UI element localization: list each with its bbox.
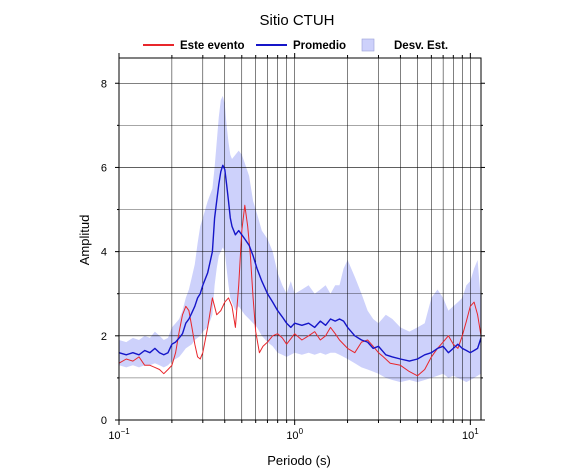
- x-axis-label: Periodo (s): [267, 453, 331, 468]
- legend-label: Promedio: [293, 40, 346, 52]
- x-tick-label: 101: [462, 427, 479, 442]
- y-tick-label: 4: [101, 247, 107, 259]
- plot-frame: [118, 57, 482, 421]
- x-tick-label: 100: [286, 427, 303, 442]
- legend-label: Este evento: [180, 40, 245, 52]
- legend: Este evento Promedio Desv. Est.: [143, 38, 448, 52]
- std-dev-band-area: [119, 95, 481, 383]
- x-tick-label: 10−1: [108, 427, 130, 442]
- y-axis-label: Amplitud: [77, 215, 92, 266]
- y-tick-label: 8: [101, 78, 107, 90]
- y-tick-label: 2: [101, 331, 107, 343]
- series-line-este-evento: [118, 204, 482, 377]
- legend-label: Desv. Est.: [394, 40, 448, 52]
- y-tick-label: 6: [101, 162, 107, 174]
- legend-swatch: [361, 38, 375, 52]
- chart-title: Sitio CTUH: [259, 12, 334, 29]
- series-line-promedio: [118, 164, 482, 362]
- std-dev-band: [119, 95, 481, 383]
- series-lines: [118, 164, 482, 377]
- y-tick-label: 0: [101, 415, 107, 427]
- axis-ticks: 0 2 4 6 8 10−1 100 101: [101, 53, 485, 442]
